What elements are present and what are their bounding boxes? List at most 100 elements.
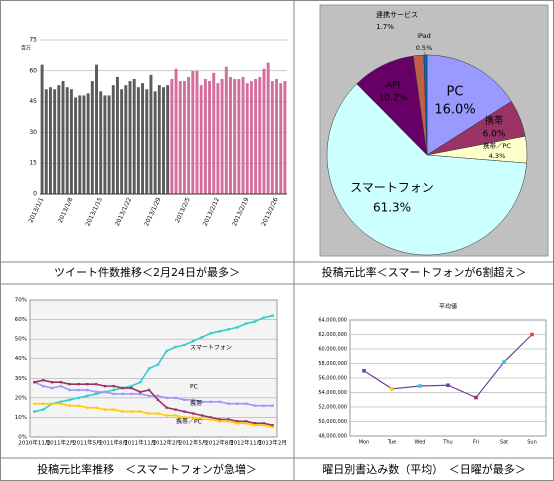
y-tick-label: 64,000,000: [318, 318, 347, 324]
x-tick-label: Sat: [500, 440, 508, 446]
bar: [191, 70, 195, 194]
marker: [139, 392, 142, 396]
marker: [165, 414, 168, 417]
y-tick-label: 30: [29, 129, 37, 136]
marker: [530, 332, 534, 337]
y-tick-label: 15: [29, 160, 37, 167]
marker: [86, 406, 89, 409]
marker: [130, 392, 133, 396]
marker: [165, 349, 168, 353]
caption: 投稿元比率＜スマートフォンが6割超え＞: [322, 265, 527, 279]
y-tick-label: 60%: [15, 317, 27, 323]
marker: [42, 408, 45, 411]
marker: [502, 360, 506, 364]
bar: [187, 76, 191, 194]
bar: [203, 79, 207, 194]
marker: [33, 410, 36, 413]
bar: [107, 95, 111, 194]
bar: [49, 87, 52, 194]
slice-label: 携帯: [485, 115, 503, 127]
bar: [208, 81, 212, 194]
slice-label: 連携サービス: [376, 10, 418, 19]
y-tick-label: 56,000,000: [318, 376, 347, 382]
marker: [139, 381, 142, 384]
bar: [216, 83, 220, 194]
marker: [147, 367, 151, 370]
marker: [94, 382, 98, 386]
marker: [209, 332, 213, 335]
marker: [156, 363, 160, 366]
bar: [86, 93, 90, 194]
x-tick-label: 2012年11月: [230, 439, 262, 447]
series-label: PC: [190, 384, 198, 391]
slice-label: スマートフォン: [350, 181, 434, 195]
marker: [244, 422, 248, 425]
marker: [174, 408, 177, 411]
pie-slice: [426, 54, 512, 156]
marker: [362, 368, 366, 373]
marker: [121, 386, 124, 390]
y-tick-label: 54,000,000: [318, 390, 347, 396]
marker: [68, 404, 71, 407]
bar: [162, 87, 165, 194]
y-tick-label: 0%: [18, 435, 27, 441]
bar: [136, 87, 140, 194]
bar: [145, 89, 149, 194]
marker: [147, 388, 151, 392]
x-tick-label: 2011年8月: [100, 439, 129, 447]
marker: [200, 400, 204, 403]
y-tick-label: 30%: [15, 376, 27, 382]
marker: [262, 424, 265, 427]
bar: [78, 95, 82, 194]
series-label: スマートフォン: [190, 345, 232, 352]
bar: [174, 68, 178, 194]
bar: [229, 76, 232, 194]
bar: [61, 81, 65, 194]
y-tick-label: 70%: [15, 298, 27, 304]
bar: [199, 85, 203, 194]
bar: [266, 62, 270, 194]
marker: [253, 424, 257, 427]
marker: [183, 398, 186, 402]
x-tick-label: Fri: [473, 440, 479, 446]
caption: ツイート件数推移＜2月24日が最多＞: [54, 265, 240, 279]
y-tick-label: 58,000,000: [318, 361, 347, 367]
marker: [33, 381, 36, 384]
marker: [209, 416, 213, 419]
y-tick-label: 62,000,000: [318, 332, 347, 338]
marker: [244, 322, 248, 325]
marker: [156, 412, 160, 415]
marker: [77, 396, 80, 400]
marker: [174, 414, 177, 417]
marker: [94, 406, 98, 409]
marker: [42, 402, 45, 405]
slice-label: iPad: [417, 32, 431, 40]
marker: [42, 379, 45, 382]
bar: [166, 85, 170, 194]
series-line: [34, 379, 273, 427]
y-tick-label: 20%: [15, 395, 27, 401]
bar: [212, 72, 216, 194]
y-tick-label: 50,000,000: [318, 419, 347, 425]
marker: [474, 395, 478, 400]
marker: [139, 410, 142, 413]
marker: [200, 414, 204, 417]
marker: [50, 386, 54, 390]
series-label: 携帯／PC: [176, 418, 202, 426]
slice-value: 61.3%: [373, 201, 411, 215]
marker: [236, 402, 239, 405]
caption: 投稿元比率推移 ＜スマートフォンが急増＞: [37, 462, 257, 476]
marker: [236, 326, 239, 329]
marker: [253, 320, 257, 323]
marker: [271, 404, 274, 407]
marker: [183, 410, 186, 413]
marker: [139, 390, 142, 394]
bar: [149, 74, 153, 194]
marker: [147, 394, 151, 398]
marker: [253, 404, 257, 407]
marker: [77, 382, 80, 386]
bar: [65, 87, 69, 194]
bar: [90, 81, 94, 194]
marker: [68, 382, 71, 386]
